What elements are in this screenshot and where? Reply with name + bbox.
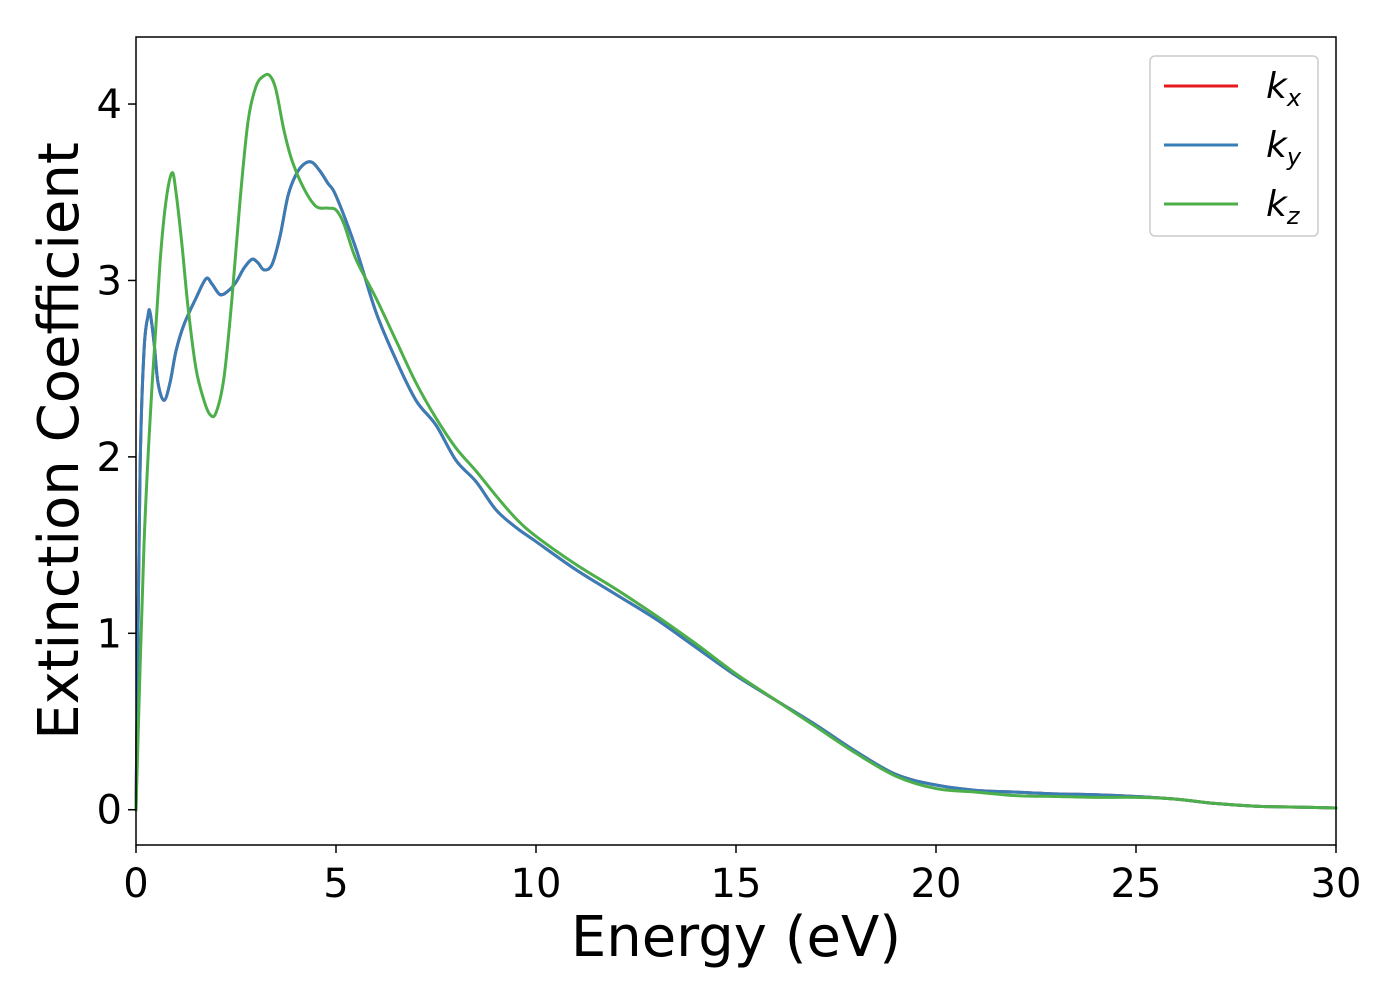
series-line-k-z xyxy=(134,72,1338,812)
x-tick-label: 15 xyxy=(711,861,762,907)
legend-label-k-x: kx xyxy=(1266,66,1302,112)
legend: kx ky kz xyxy=(1149,55,1319,237)
y-tick-label: 4 xyxy=(97,82,122,128)
legend-label-k-y: ky xyxy=(1266,125,1302,171)
x-tick-label: 10 xyxy=(511,861,562,907)
series-line-k-x xyxy=(134,160,1338,812)
x-tick-label: 20 xyxy=(911,861,962,907)
y-tick-label: 2 xyxy=(97,435,122,481)
legend-label-k-z: kz xyxy=(1266,184,1301,230)
series-line-k-y xyxy=(134,160,1338,812)
y-tick-label: 3 xyxy=(97,258,122,304)
series-layer xyxy=(134,72,1338,812)
x-tick-label: 0 xyxy=(123,861,148,907)
x-tick-label: 30 xyxy=(1311,861,1362,907)
y-axis: 0 1 2 3 4 xyxy=(97,82,136,834)
x-tick-label: 5 xyxy=(323,861,348,907)
x-axis-label: Energy (eV) xyxy=(571,905,901,970)
y-axis-label: Extinction Coefficient xyxy=(27,142,92,740)
y-tick-label: 0 xyxy=(97,788,122,834)
y-tick-label: 1 xyxy=(97,611,122,657)
x-axis: 0 5 10 15 20 25 30 xyxy=(123,845,1361,907)
x-tick-label: 25 xyxy=(1111,861,1162,907)
